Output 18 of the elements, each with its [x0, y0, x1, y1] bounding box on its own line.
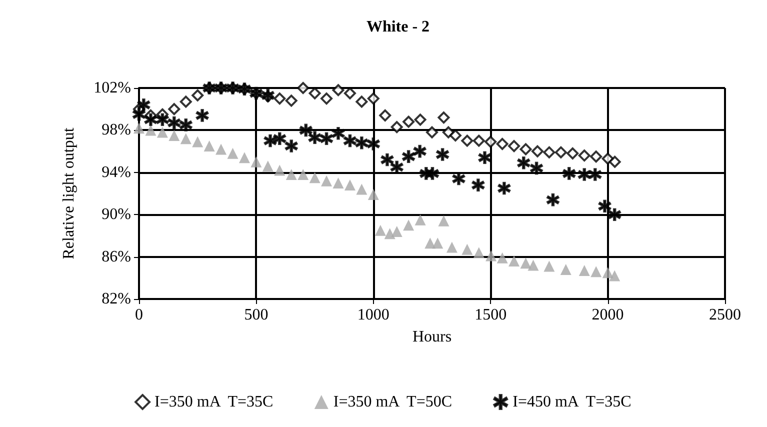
legend-label: I=350 mA T=35C [154, 394, 274, 410]
x-tick-label: 1500 [474, 306, 507, 324]
y-tick-label: 94% [102, 164, 131, 181]
x-tick-label: 1000 [357, 306, 390, 324]
y-axis-title: Relative light output [60, 127, 78, 260]
legend-label: I=450 mA T=35C [512, 394, 632, 410]
legend-label: I=350 mA T=50C [333, 394, 452, 410]
y-tick-label: 90% [102, 206, 131, 224]
y-tick-label: 82% [102, 290, 131, 308]
x-tick-label: 2000 [592, 306, 624, 324]
y-tick-label: 102% [94, 80, 131, 96]
chart-title: White - 2 [366, 18, 430, 36]
y-tick-label: 86% [102, 248, 131, 266]
y-tick-label: 98% [102, 122, 131, 139]
x-tick-label: 500 [244, 306, 268, 324]
x-axis-title: Hours [412, 328, 452, 346]
x-tick-label: 2500 [709, 306, 741, 324]
x-tick-label: 0 [135, 306, 143, 324]
